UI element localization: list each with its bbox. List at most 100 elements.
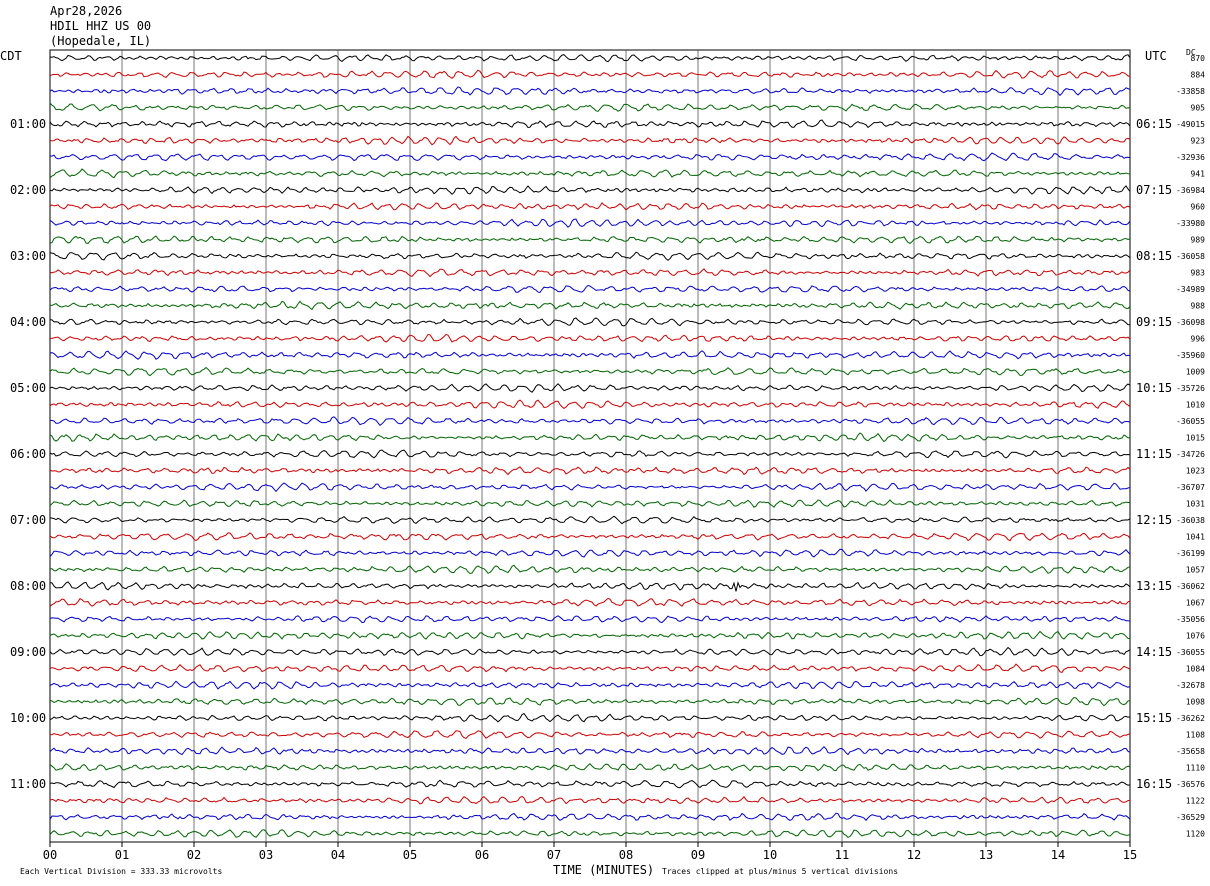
x-tick-label: 07	[547, 848, 561, 862]
cdt-time-label: 02:00	[10, 183, 46, 197]
trace-row-45	[49, 795, 1131, 805]
dc-offset-label: 884	[1191, 71, 1206, 80]
dc-offset-label: 983	[1191, 269, 1206, 278]
dc-offset-label: -35056	[1176, 615, 1205, 624]
trace-row-3	[49, 102, 1131, 112]
trace-row-28	[49, 515, 1131, 525]
cdt-time-label: 03:00	[10, 249, 46, 263]
dc-offset-label: 988	[1191, 302, 1206, 311]
x-axis-title: TIME (MINUTES)	[553, 863, 655, 877]
trace-row-32	[49, 581, 1131, 592]
dc-offset-label: 1108	[1186, 731, 1205, 740]
dc-offset-label: -35726	[1176, 384, 1205, 393]
clip-note: Traces clipped at plus/minus 5 vertical …	[662, 867, 899, 876]
trace-row-19	[49, 366, 1131, 377]
x-tick-label: 15	[1123, 848, 1137, 862]
trace-row-2	[49, 86, 1131, 97]
trace-row-44	[49, 779, 1131, 789]
dc-offset-label: -32936	[1176, 153, 1205, 162]
dc-offset-label: -36098	[1176, 318, 1205, 327]
dc-offset-label: -36058	[1176, 252, 1205, 261]
cdt-time-label: 10:00	[10, 711, 46, 725]
cdt-time-label: 01:00	[10, 117, 46, 131]
trace-row-25	[49, 466, 1131, 476]
utc-time-label: 08:15	[1136, 249, 1172, 263]
trace-row-42	[49, 745, 1131, 756]
trace-row-4	[49, 119, 1131, 129]
dc-offset-label: 1098	[1186, 698, 1205, 707]
utc-time-label: 13:15	[1136, 579, 1172, 593]
trace-row-47	[49, 829, 1131, 839]
dc-offset-label: -32678	[1176, 681, 1205, 690]
x-tick-label: 12	[907, 848, 921, 862]
trace-row-9	[49, 202, 1131, 211]
trace-row-10	[49, 218, 1131, 228]
dc-offset-label: -35658	[1176, 747, 1205, 756]
dc-offset-label: -36576	[1176, 780, 1205, 789]
dc-offset-label: -36707	[1176, 483, 1205, 492]
dc-offset-label: 1057	[1186, 566, 1205, 575]
utc-time-label: 10:15	[1136, 381, 1172, 395]
dc-offset-label: 1084	[1186, 665, 1205, 674]
cdt-time-label: 07:00	[10, 513, 46, 527]
x-tick-label: 02	[187, 848, 201, 862]
dc-offset-label: -36055	[1176, 417, 1205, 426]
dc-offset-label: 1015	[1186, 434, 1205, 443]
trace-row-34	[49, 615, 1131, 624]
dc-offset-label: -36038	[1176, 516, 1205, 525]
trace-row-29	[49, 532, 1131, 542]
dc-offset-label: 941	[1191, 170, 1206, 179]
dc-offset-label: -36055	[1176, 648, 1205, 657]
trace-row-12	[49, 251, 1131, 261]
utc-time-label: 12:15	[1136, 513, 1172, 527]
dc-offset-label: -36062	[1176, 582, 1205, 591]
dc-offset-label: -34989	[1176, 285, 1205, 294]
utc-time-label: 07:15	[1136, 183, 1172, 197]
trace-row-16	[49, 317, 1131, 327]
trace-row-36	[49, 646, 1131, 657]
x-tick-label: 10	[763, 848, 777, 862]
trace-row-18	[49, 350, 1131, 360]
cdt-time-label: 05:00	[10, 381, 46, 395]
trace-row-1	[49, 69, 1131, 79]
x-tick-label: 11	[835, 848, 849, 862]
trace-row-7	[49, 168, 1131, 179]
trace-row-11	[49, 235, 1131, 244]
cdt-time-label: 09:00	[10, 645, 46, 659]
utc-label: UTC	[1145, 49, 1167, 63]
trace-row-23	[49, 432, 1131, 443]
utc-time-label: 16:15	[1136, 777, 1172, 791]
x-tick-label: 06	[475, 848, 489, 862]
dc-offset-label: 989	[1191, 236, 1206, 245]
trace-row-46	[49, 812, 1131, 822]
trace-row-20	[49, 383, 1131, 393]
cdt-label: CDT	[0, 49, 22, 63]
x-tick-label: 05	[403, 848, 417, 862]
trace-row-24	[49, 449, 1131, 459]
dc-offset-label: 905	[1191, 104, 1206, 113]
dc-offset-label: 1122	[1186, 797, 1205, 806]
scale-note: Each Vertical Division = 333.33 microvol…	[20, 867, 223, 876]
x-tick-label: 08	[619, 848, 633, 862]
dc-offset-label: 1023	[1186, 467, 1205, 476]
utc-time-label: 06:15	[1136, 117, 1172, 131]
trace-row-0	[49, 54, 1131, 63]
trace-row-30	[49, 548, 1131, 558]
dc-offset-label: 870	[1191, 54, 1206, 63]
trace-row-17	[50, 333, 1131, 343]
trace-row-35	[49, 630, 1131, 640]
trace-row-13	[49, 268, 1131, 278]
trace-row-6	[49, 152, 1131, 162]
dc-offset-label: -36262	[1176, 714, 1205, 723]
dc-offset-label: 960	[1191, 203, 1206, 212]
header-station: HDIL HHZ US 00	[50, 19, 152, 33]
trace-row-33	[49, 597, 1131, 607]
cdt-time-label: 11:00	[10, 777, 46, 791]
trace-row-14	[49, 284, 1131, 294]
cdt-time-label: 04:00	[10, 315, 46, 329]
dc-offset-label: -36529	[1176, 813, 1205, 822]
trace-row-22	[49, 416, 1131, 426]
dc-offset-label: 1031	[1186, 500, 1205, 509]
dc-offset-label: -34726	[1176, 450, 1205, 459]
trace-row-43	[49, 763, 1131, 772]
